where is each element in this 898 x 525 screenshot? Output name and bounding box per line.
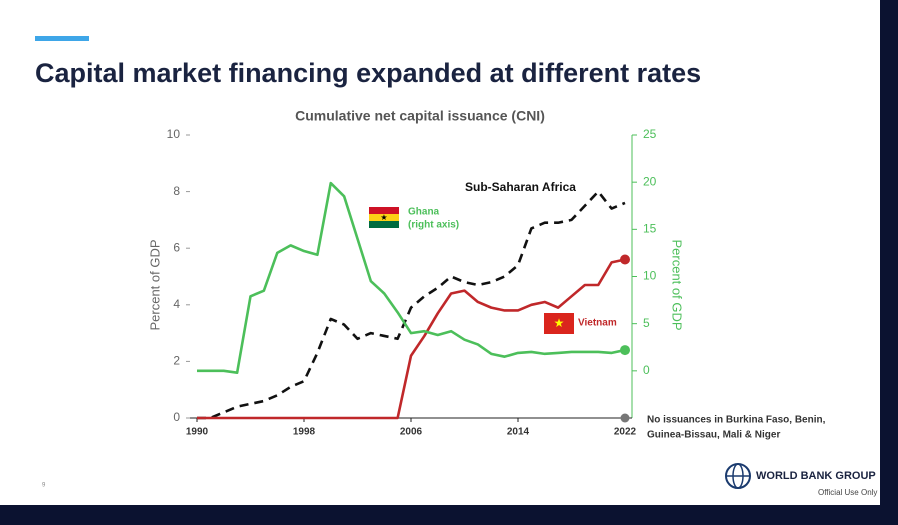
series-label: Vietnam (578, 318, 617, 329)
series-label: Ghana (408, 207, 440, 218)
y-tick-label: 2 (173, 354, 180, 368)
slide-background (0, 0, 880, 505)
series-line (197, 190, 626, 420)
end-marker (620, 254, 630, 265)
y-tick-label: 6 (173, 240, 180, 254)
footer: Official Use Only (818, 488, 877, 497)
y2-axis-label: Percent of GDP (670, 239, 685, 330)
y-tick-label: 4 (173, 297, 180, 311)
world-bank-logo (725, 463, 751, 489)
x-tick-label: 1998 (293, 427, 316, 438)
y2-tick-label: 10 (643, 269, 657, 283)
y-tick-label: 10 (167, 127, 181, 141)
y2-tick-label: 20 (643, 174, 657, 188)
chart-title: Cumulative net capital issuance (CNI) (295, 108, 545, 124)
end-marker (620, 345, 630, 356)
y-tick-label: 0 (173, 410, 180, 424)
x-tick-label: 2022 (614, 427, 637, 438)
y2-tick-label: 0 (643, 363, 650, 377)
series-line (197, 258, 626, 420)
y2-tick-label: 15 (643, 222, 657, 236)
annotation: Guinea-Bissau, Mali & Niger (647, 430, 780, 441)
y-axis-label: Percent of GDP (147, 239, 162, 330)
x-tick-label: 1990 (186, 427, 209, 438)
ghana-flag: ★ (369, 207, 399, 228)
page-number: 9 (42, 483, 46, 489)
slide-title: Capital market financing expanded at dif… (35, 58, 701, 88)
svg-text:★: ★ (554, 316, 565, 330)
accent-bar (35, 36, 89, 41)
annotation-marker (620, 413, 630, 423)
y2-tick-label: 25 (643, 127, 657, 141)
annotation: (right axis) (408, 220, 459, 231)
annotation: No issuances in Burkina Faso, Benin, (647, 415, 826, 426)
logo-text: WORLD BANK GROUP (756, 470, 876, 482)
svg-text:★: ★ (380, 213, 387, 222)
x-tick-label: 2006 (400, 427, 423, 438)
y-tick-label: 8 (173, 184, 180, 198)
series-label: Sub-Saharan Africa (465, 180, 576, 194)
y2-tick-label: 5 (643, 316, 650, 330)
vietnam-flag: ★ (544, 313, 574, 334)
series-line (197, 181, 626, 375)
x-tick-label: 2014 (507, 427, 530, 438)
